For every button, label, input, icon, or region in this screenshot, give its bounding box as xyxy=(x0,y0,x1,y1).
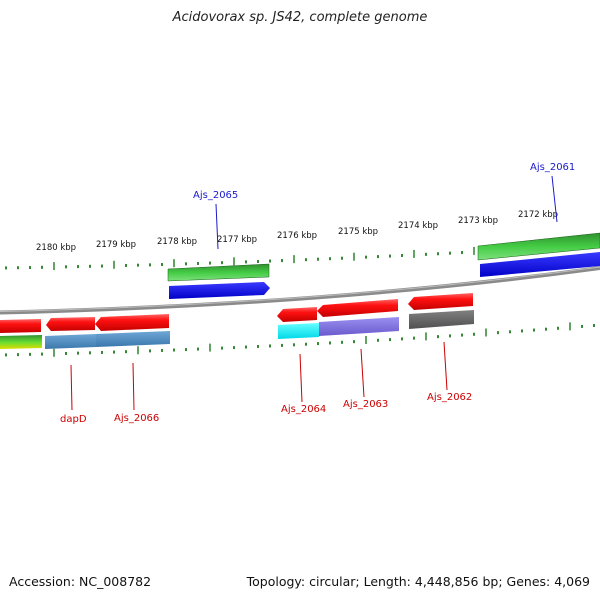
ruler-label: 2180 kbp xyxy=(36,243,76,253)
gene-label-Ajs_2063[interactable]: Ajs_2063 xyxy=(343,399,388,410)
gene-Ajs_2065-cog[interactable] xyxy=(167,263,270,282)
forward-gene-track xyxy=(169,250,600,299)
gene-Ajs_2066-left-cog[interactable] xyxy=(45,334,96,349)
gene-label-Ajs_2064[interactable]: Ajs_2064 xyxy=(281,404,326,415)
genome-backbone-highlight xyxy=(0,266,600,312)
ruler-label: 2176 kbp xyxy=(277,231,317,241)
gene-Ajs_2066-left[interactable] xyxy=(46,317,95,331)
genome-backbone xyxy=(0,266,600,315)
gene-label-dapD[interactable]: dapD xyxy=(60,414,87,425)
leader-dapD xyxy=(70,364,73,411)
leader-Ajs_2062 xyxy=(443,341,448,391)
ruler-label: 2179 kbp xyxy=(96,240,136,250)
ruler-label: 2172 kbp xyxy=(518,210,558,220)
genome-summary-text: Topology: circular; Length: 4,448,856 bp… xyxy=(246,574,590,589)
gene-label-Ajs_2061[interactable]: Ajs_2061 xyxy=(530,162,575,173)
ruler-label: 2177 kbp xyxy=(217,235,257,245)
leader-Ajs_2061 xyxy=(551,175,558,223)
ruler-label: 2173 kbp xyxy=(458,216,498,226)
gene-Ajs_2064-cog[interactable] xyxy=(278,323,319,339)
gene-Ajs_2065[interactable] xyxy=(169,282,270,299)
gene-labels: Ajs_2065 Ajs_2061 dapD Ajs_2066 Ajs_2064… xyxy=(60,162,575,425)
gene-label-Ajs_2066[interactable]: Ajs_2066 xyxy=(114,413,159,424)
gene-dapD-cog[interactable] xyxy=(0,335,42,349)
gene-Ajs_2063-cog[interactable] xyxy=(319,317,399,336)
leader-Ajs_2063 xyxy=(360,348,365,398)
gene-label-Ajs_2062[interactable]: Ajs_2062 xyxy=(427,392,472,403)
reverse-gene-track xyxy=(0,293,473,333)
gene-Ajs_2061-cog[interactable] xyxy=(477,232,600,261)
gene-Ajs_2066-cog[interactable] xyxy=(96,331,170,347)
gene-Ajs_2061-shine xyxy=(479,250,600,264)
gene-Ajs_2063[interactable] xyxy=(317,299,398,317)
gene-label-Ajs_2065[interactable]: Ajs_2065 xyxy=(193,190,238,201)
ruler-label: 2178 kbp xyxy=(157,237,197,247)
leader-Ajs_2066 xyxy=(132,362,135,411)
leader-Ajs_2064 xyxy=(299,353,303,403)
gene-Ajs_2066[interactable] xyxy=(95,314,169,331)
accession-text: Accession: NC_008782 xyxy=(9,574,152,589)
leader-lines xyxy=(70,175,558,411)
reverse-cog-track xyxy=(0,310,474,349)
leader-Ajs_2065 xyxy=(215,203,219,250)
gene-Ajs_2061[interactable] xyxy=(480,252,600,277)
ruler-label: 2175 kbp xyxy=(338,227,378,237)
map-title: Acidovorax sp. JS42, complete genome xyxy=(172,10,428,25)
gene-dapD[interactable] xyxy=(0,319,41,333)
ruler-label: 2174 kbp xyxy=(398,221,438,231)
gene-Ajs_2062-cog[interactable] xyxy=(409,310,474,329)
ruler-labels: 2180 kbp 2179 kbp 2178 kbp 2177 kbp 2176… xyxy=(36,210,558,253)
forward-cog-track xyxy=(167,232,600,282)
gene-Ajs_2062[interactable] xyxy=(408,293,473,310)
inner-ruler-ticks xyxy=(5,322,595,357)
gene-Ajs_2064[interactable] xyxy=(277,307,317,322)
